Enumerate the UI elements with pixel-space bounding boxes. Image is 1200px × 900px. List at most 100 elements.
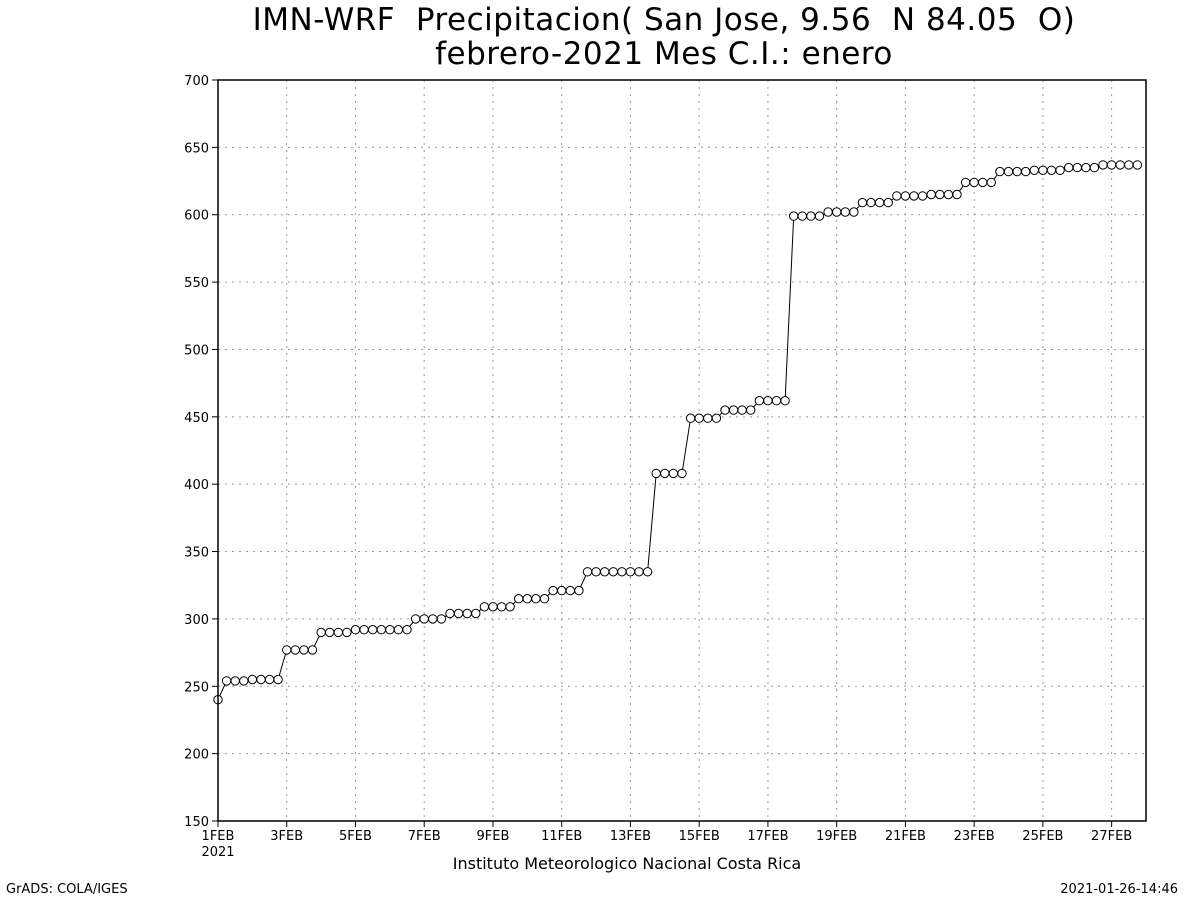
x-axis: 1FEB 3FEB 5FEB 7FEB 9FEB 11FEB 13FEB 15FEB 17FEB… [202,821,1132,844]
data-point [505,602,515,612]
data-point [273,674,283,685]
data-point [221,676,232,686]
data-point [660,468,670,479]
data-point [385,625,395,635]
y-tick-label: 600 [184,209,209,224]
data-point [917,191,928,201]
data-point [307,645,318,655]
data-point [1132,160,1143,170]
data-point [565,585,575,596]
data-point [849,207,859,217]
data-point [350,625,361,635]
data-point [582,567,593,577]
data-point [333,627,343,638]
data-point [376,625,386,635]
data-point [720,405,730,415]
data-point [832,207,842,217]
data-point [1020,166,1031,177]
data-point [264,674,275,685]
data-point [600,567,610,577]
plot-frame [217,79,1147,822]
x-tick-label: 21FEB [885,829,926,844]
x-tick-label: 5FEB [339,829,372,844]
data-point [995,166,1005,177]
data-point [1098,160,1108,170]
data-point [746,405,756,415]
data-point [282,645,292,655]
data-point [591,567,601,577]
data-point [316,627,326,638]
data-point [900,191,911,201]
data-point [445,608,455,619]
data-point [935,189,945,200]
data-point [342,627,352,638]
data-point [1106,160,1117,170]
data-point [883,197,893,208]
y-tick-label: 550 [184,276,209,291]
x-tick-label: 15FEB [679,829,720,844]
data-point [892,191,902,201]
data-point [462,608,472,619]
data-point [960,177,971,188]
data-point [548,585,558,596]
data-point [737,405,747,415]
data-point [1003,166,1014,177]
data-point [436,614,447,624]
data-point [952,189,962,200]
data-point [711,413,722,423]
data-point [531,594,541,604]
data-point [685,413,696,423]
data-point [969,177,979,188]
data-point [926,189,936,200]
data-point [943,189,954,200]
y-tick-label: 200 [184,748,209,763]
data-point [978,177,988,188]
data-point [247,674,258,685]
render-timestamp: 2021-01-26-14:46 [1060,882,1178,897]
grads-credit: GrADS: COLA/IGES [6,882,128,897]
x-tick-label: 25FEB [1022,829,1063,844]
data-point [522,594,532,604]
data-point [1072,162,1083,173]
data-point [771,396,782,406]
data-point [874,197,885,208]
data-point [797,211,807,221]
y-tick-label: 500 [184,343,209,358]
data-point [866,197,876,208]
data-point [539,594,550,604]
data-point [703,413,713,423]
data-point [754,396,764,406]
data-point [419,614,429,624]
data-point [488,602,498,612]
data-point [763,396,773,406]
x-tick-label: 13FEB [610,829,651,844]
data-point [496,602,507,612]
data-point [359,625,369,635]
data-point [986,177,996,188]
data-point [1089,162,1100,173]
data-point [256,674,266,685]
data-point [453,608,464,619]
y-tick-label: 450 [184,411,209,426]
data-point [290,645,300,655]
x-tick-label: 17FEB [747,829,788,844]
chart-title: IMN-WRF Precipitacion( San Jose, 9.56 N … [252,2,1076,38]
data-point [1124,160,1134,170]
data-point [694,413,704,423]
data-point [368,625,378,635]
institution-caption: Instituto Meteorologico Nacional Costa R… [453,854,801,873]
y-tick-label: 250 [184,680,209,695]
data-point [806,211,816,221]
data-point [239,676,249,686]
data-point [608,567,618,577]
data-point [574,585,584,596]
y-tick-label: 150 [184,815,209,830]
data-point [823,207,833,217]
data-point [479,602,490,612]
data-point [728,405,739,415]
data-point [1081,162,1091,173]
data-point [299,645,309,655]
y-tick-label: 400 [184,478,209,493]
data-point [1038,165,1048,176]
